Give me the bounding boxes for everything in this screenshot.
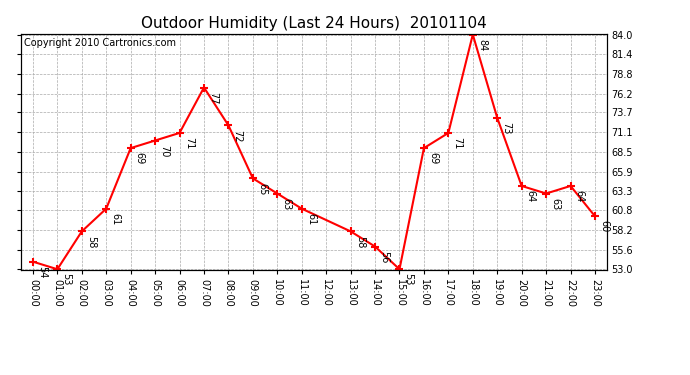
Text: 63: 63 (282, 198, 291, 210)
Title: Outdoor Humidity (Last 24 Hours)  20101104: Outdoor Humidity (Last 24 Hours) 2010110… (141, 16, 487, 31)
Text: 53: 53 (404, 273, 413, 286)
Text: 58: 58 (86, 236, 96, 248)
Text: 84: 84 (477, 39, 487, 51)
Text: 54: 54 (37, 266, 47, 278)
Text: 65: 65 (257, 183, 267, 195)
Text: 69: 69 (428, 152, 438, 165)
Text: 64: 64 (526, 190, 536, 202)
Text: 63: 63 (550, 198, 560, 210)
Text: Copyright 2010 Cartronics.com: Copyright 2010 Cartronics.com (23, 39, 176, 48)
Text: 61: 61 (110, 213, 120, 225)
Text: 56: 56 (380, 251, 389, 263)
Text: 64: 64 (575, 190, 584, 202)
Text: 73: 73 (502, 122, 511, 134)
Text: 71: 71 (453, 137, 462, 150)
Text: 77: 77 (208, 92, 218, 104)
Text: 70: 70 (159, 145, 169, 157)
Text: 71: 71 (184, 137, 194, 150)
Text: 58: 58 (355, 236, 365, 248)
Text: 69: 69 (135, 152, 145, 165)
Text: 61: 61 (306, 213, 316, 225)
Text: 53: 53 (61, 273, 72, 286)
Text: 72: 72 (233, 129, 243, 142)
Text: 60: 60 (599, 220, 609, 232)
